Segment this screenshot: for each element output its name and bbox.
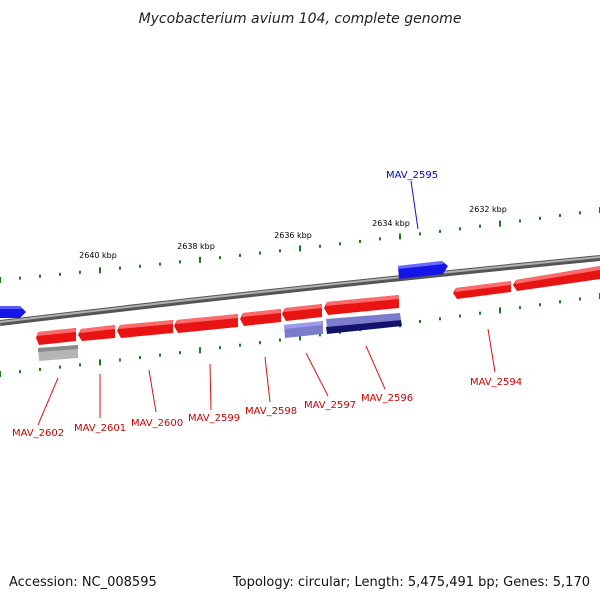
label-mav-2597[interactable]: MAV_2597 xyxy=(304,400,356,411)
leader-mav-2602 xyxy=(37,377,59,426)
leader-mav-2595 xyxy=(410,180,419,230)
label-mav-2602[interactable]: MAV_2602 xyxy=(12,428,64,439)
tick-label-2636: 2636 kbp xyxy=(274,231,312,240)
gene-reverse-left-edge[interactable] xyxy=(0,306,26,318)
gene-mav-2596[interactable] xyxy=(324,295,399,315)
label-leader-lines xyxy=(37,328,496,426)
label-mav-2598[interactable]: MAV_2598 xyxy=(245,406,297,417)
label-mav-2596[interactable]: MAV_2596 xyxy=(361,393,413,404)
genome-summary-text: Topology: circular; Length: 5,475,491 bp… xyxy=(232,575,590,590)
leader-mav-2594 xyxy=(487,328,496,373)
gene-forward-right-edge[interactable] xyxy=(513,266,600,291)
leader-mav-2597 xyxy=(305,352,329,397)
map-title: Mycobacterium avium 104, complete genome xyxy=(139,11,462,27)
label-mav-2601[interactable]: MAV_2601 xyxy=(74,423,126,434)
gene-mav-2599[interactable] xyxy=(174,314,238,333)
feature-pseudo-gray[interactable] xyxy=(38,345,78,361)
label-mav-2594[interactable]: MAV_2594 xyxy=(470,377,522,388)
feature-rna-dark[interactable] xyxy=(326,313,402,334)
leader-mav-2600 xyxy=(148,369,157,413)
tick-label-2638: 2638 kbp xyxy=(177,242,215,251)
gene-mav-2595[interactable] xyxy=(398,261,448,279)
feature-rna-light[interactable] xyxy=(284,321,323,338)
gene-mav-2598[interactable] xyxy=(240,309,281,326)
tick-track-outer xyxy=(0,207,600,283)
tick-label-2634: 2634 kbp xyxy=(372,219,410,228)
genome-backbone-highlight xyxy=(0,256,600,323)
gene-mav-2602[interactable] xyxy=(36,328,76,345)
label-mav-2599[interactable]: MAV_2599 xyxy=(188,413,240,424)
leader-mav-2598 xyxy=(264,356,271,403)
gene-mav-2600[interactable] xyxy=(117,320,173,338)
gene-mav-2594[interactable] xyxy=(453,281,511,299)
tick-label-2640: 2640 kbp xyxy=(79,251,117,260)
leader-mav-2599 xyxy=(209,363,212,411)
gene-mav-2601[interactable] xyxy=(78,325,115,341)
gene-mav-2597[interactable] xyxy=(282,304,322,321)
leader-mav-2596 xyxy=(365,345,386,390)
label-mav-2600[interactable]: MAV_2600 xyxy=(131,418,183,429)
tick-label-2632: 2632 kbp xyxy=(469,205,507,214)
tick-track-inner xyxy=(0,293,600,377)
accession-text: Accession: NC_008595 xyxy=(9,575,157,590)
label-mav-2595[interactable]: MAV_2595 xyxy=(386,170,438,181)
